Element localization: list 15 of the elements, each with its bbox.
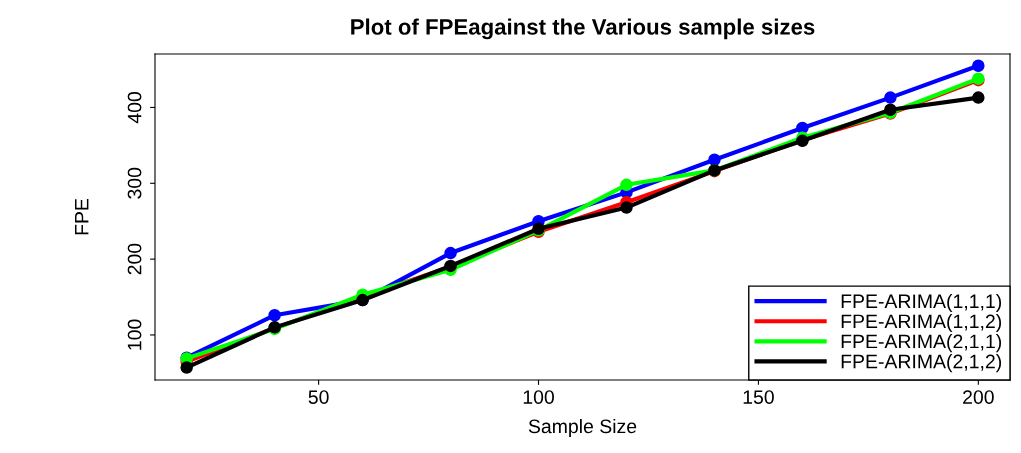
y-axis-title: FPE [75, 198, 89, 235]
y-tick-label: 300 [127, 167, 142, 199]
x-tick-label: 150 [743, 390, 774, 404]
legend-label: FPE-ARIMA(2,1,1) [841, 334, 1002, 353]
legend-label: FPE-ARIMA(1,1,1) [841, 293, 1002, 312]
y-tick-label: 100 [127, 319, 142, 350]
x-tick-label: 50 [308, 390, 329, 404]
x-tick-label: 200 [963, 390, 994, 404]
y-tick-label: 200 [127, 243, 142, 275]
legend-label: FPE-ARIMA(2,1,2) [841, 354, 1002, 373]
chart-title: Plot of FPEagainst the Various sample sizes [351, 18, 815, 40]
y-tick-label: 400 [127, 92, 142, 124]
x-tick-label: 100 [523, 390, 554, 404]
legend-label: FPE-ARIMA(1,1,2) [841, 313, 1002, 333]
x-axis-title: Sample Size [528, 418, 637, 438]
